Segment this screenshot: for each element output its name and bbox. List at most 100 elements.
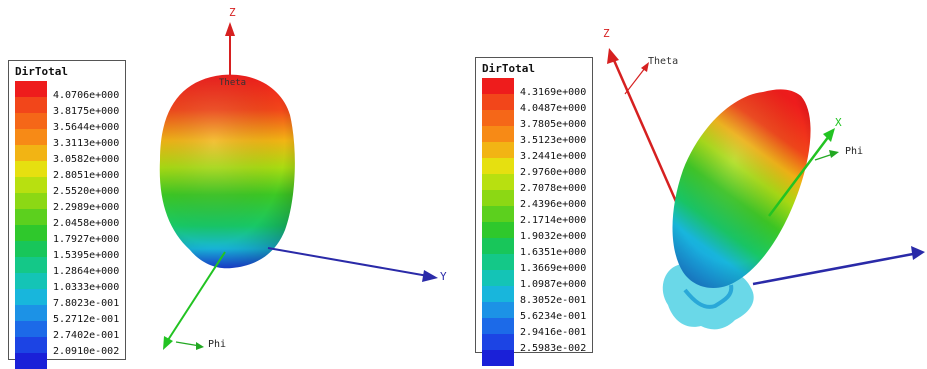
legend-color-swatch [482, 78, 514, 94]
legend-color-swatch [15, 337, 47, 353]
phi-direction-arrow [196, 342, 204, 350]
legend-value: 3.7805e+000 [520, 119, 587, 130]
legend-color-swatch [482, 334, 514, 350]
base-detail [683, 284, 734, 309]
legend-value: 2.7402e-001 [53, 330, 120, 341]
legend-color-swatch [15, 225, 47, 241]
left-3d-scene [159, 22, 438, 350]
legend-color-swatch [15, 177, 47, 193]
legend-color-swatch [15, 145, 47, 161]
legend-value: 3.2441e+000 [520, 151, 587, 162]
right-radiation-plot: Z Theta X Phi DirTotal 4.3169e+000 4.0487… [463, 0, 927, 366]
legend-value: 2.5520e+000 [53, 186, 120, 197]
z-axis-arrow [225, 22, 235, 36]
theta-direction-line [624, 67, 646, 95]
legend-color-swatch [15, 257, 47, 273]
legend-title: DirTotal [15, 65, 68, 78]
x-axis-label: X [835, 116, 842, 129]
legend-color-swatch [15, 81, 47, 97]
x-axis-line [768, 135, 830, 217]
legend-title: DirTotal [482, 62, 535, 75]
legend-value: 5.6234e-001 [520, 311, 587, 322]
legend-color-swatch [15, 353, 47, 369]
y-axis-arrow [422, 270, 438, 282]
legend-color-swatch [482, 110, 514, 126]
legend-color-swatch [15, 273, 47, 289]
legend-color-swatch [482, 126, 514, 142]
phi-direction-arrow [829, 150, 839, 158]
legend-color-swatch [15, 321, 47, 337]
x-axis-line [167, 251, 226, 341]
legend-color-swatch [482, 318, 514, 334]
legend-value: 1.2864e+000 [53, 266, 120, 277]
legend-value: 2.7078e+000 [520, 183, 587, 194]
legend-value: 2.0910e-002 [53, 346, 120, 357]
legend-value: 4.3169e+000 [520, 87, 587, 98]
left-legend: DirTotal 4.0706e+000 3.8175e+000 3.5644e+0… [8, 60, 126, 369]
legend-color-swatch [482, 286, 514, 302]
legend-color-swatch [15, 129, 47, 145]
legend-value: 2.8051e+000 [53, 170, 120, 181]
right-3d-scene [607, 48, 925, 330]
z-axis-line [611, 57, 687, 223]
legend-value: 3.5644e+000 [53, 122, 120, 133]
y-axis-line [267, 247, 429, 277]
legend-color-swatch [482, 222, 514, 238]
y-axis-arrow [911, 246, 925, 260]
legend-color-swatch [482, 302, 514, 318]
legend-value: 4.0706e+000 [53, 90, 120, 101]
legend-color-swatch [482, 142, 514, 158]
legend-value: 2.4396e+000 [520, 199, 587, 210]
y-axis-line [752, 252, 914, 286]
legend-value: 3.8175e+000 [53, 106, 120, 117]
left-radiation-plot: Z Theta Y Phi DirTotal 4.0706e+000 3.8175… [0, 0, 463, 369]
z-axis-label: Z [229, 6, 236, 19]
legend-value: 1.9032e+000 [520, 231, 587, 242]
x-axis-arrow [823, 128, 835, 142]
legend-value: 2.1714e+000 [520, 215, 587, 226]
legend-color-swatch [15, 161, 47, 177]
legend-color-swatch [482, 238, 514, 254]
legend-value: 1.3669e+000 [520, 263, 587, 274]
lobe-shading [159, 74, 295, 269]
legend-value: 1.0333e+000 [53, 282, 120, 293]
right-legend: DirTotal 4.3169e+000 4.0487e+000 3.7805e+0… [475, 57, 593, 366]
legend-value: 2.2989e+000 [53, 202, 120, 213]
legend-value: 3.5123e+000 [520, 135, 587, 146]
phi-label: Phi [208, 339, 227, 350]
legend-value: 1.5395e+000 [53, 250, 120, 261]
legend-color-swatch [15, 193, 47, 209]
legend-value: 4.0487e+000 [520, 103, 587, 114]
legend-color-swatch [15, 241, 47, 257]
theta-label: Theta [648, 56, 679, 67]
phi-direction-line [814, 153, 834, 161]
legend-color-swatch [482, 190, 514, 206]
y-axis-label: Y [440, 270, 447, 283]
legend-value: 5.2712e-001 [53, 314, 120, 325]
z-axis-arrow [607, 48, 619, 64]
legend-color-swatch [482, 206, 514, 222]
legend-value: 1.0987e+000 [520, 279, 587, 290]
legend-color-swatch [482, 94, 514, 110]
z-axis-label: Z [603, 27, 610, 40]
legend-color-swatch [482, 270, 514, 286]
legend-value: 2.0458e+000 [53, 218, 120, 229]
legend-color-swatch [15, 209, 47, 225]
legend-value: 2.9416e-001 [520, 327, 587, 338]
legend-color-swatch [15, 289, 47, 305]
legend-value: 1.6351e+000 [520, 247, 587, 258]
legend-value: 2.9760e+000 [520, 167, 587, 178]
theta-label: Theta [219, 78, 247, 88]
legend-color-swatch [482, 254, 514, 270]
legend-color-swatch [15, 97, 47, 113]
legend-color-swatch [482, 174, 514, 190]
theta-direction-arrow [641, 62, 649, 72]
phi-label: Phi [845, 146, 864, 157]
legend-value: 2.5983e-002 [520, 343, 587, 354]
legend-value: 3.3113e+000 [53, 138, 120, 149]
legend-value: 8.3052e-001 [520, 295, 587, 306]
legend-color-swatch [15, 305, 47, 321]
legend-value: 1.7927e+000 [53, 234, 120, 245]
legend-color-swatch [15, 113, 47, 129]
legend-value: 3.0582e+000 [53, 154, 120, 165]
